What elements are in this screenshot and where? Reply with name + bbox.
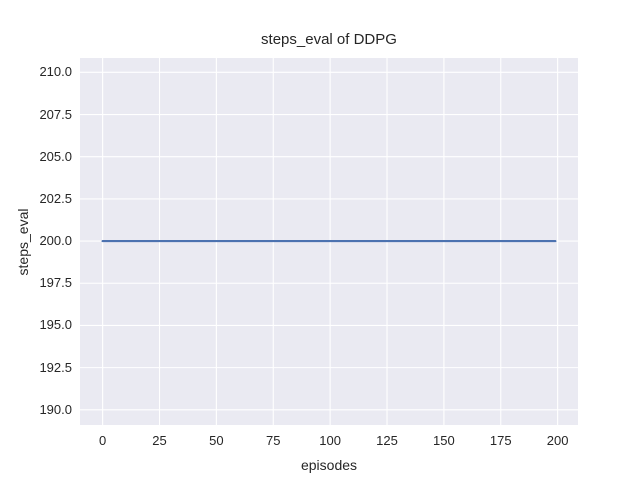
x-tick-label: 200	[546, 433, 569, 448]
x-tick-label: 100	[319, 433, 341, 448]
x-axis-label: episodes	[300, 457, 358, 473]
y-tick-label: 210.0	[39, 64, 72, 80]
plot-area	[80, 58, 578, 425]
x-tick-label: 25	[152, 433, 167, 448]
x-tick-label: 175	[489, 433, 512, 448]
y-tick-label: 192.5	[39, 359, 72, 375]
y-axis-label: steps_eval	[15, 208, 31, 276]
y-tick-label: 205.0	[39, 148, 72, 164]
y-tick-label: 197.5	[39, 275, 72, 291]
x-tick-label: 150	[433, 433, 455, 448]
y-tick-label: 200.0	[39, 233, 72, 249]
y-tick-label: 207.5	[39, 106, 72, 122]
x-tick-label: 75	[266, 433, 281, 448]
plot-canvas	[80, 58, 578, 425]
chart-title: steps_eval of DDPG	[261, 31, 397, 48]
y-tick-label: 195.0	[39, 317, 72, 333]
y-tick-label: 202.5	[39, 190, 72, 206]
x-tick-label: 125	[376, 433, 398, 448]
x-tick-label: 0	[99, 433, 107, 448]
x-tick-label: 50	[209, 433, 224, 448]
y-tick-label: 190.0	[39, 401, 72, 417]
